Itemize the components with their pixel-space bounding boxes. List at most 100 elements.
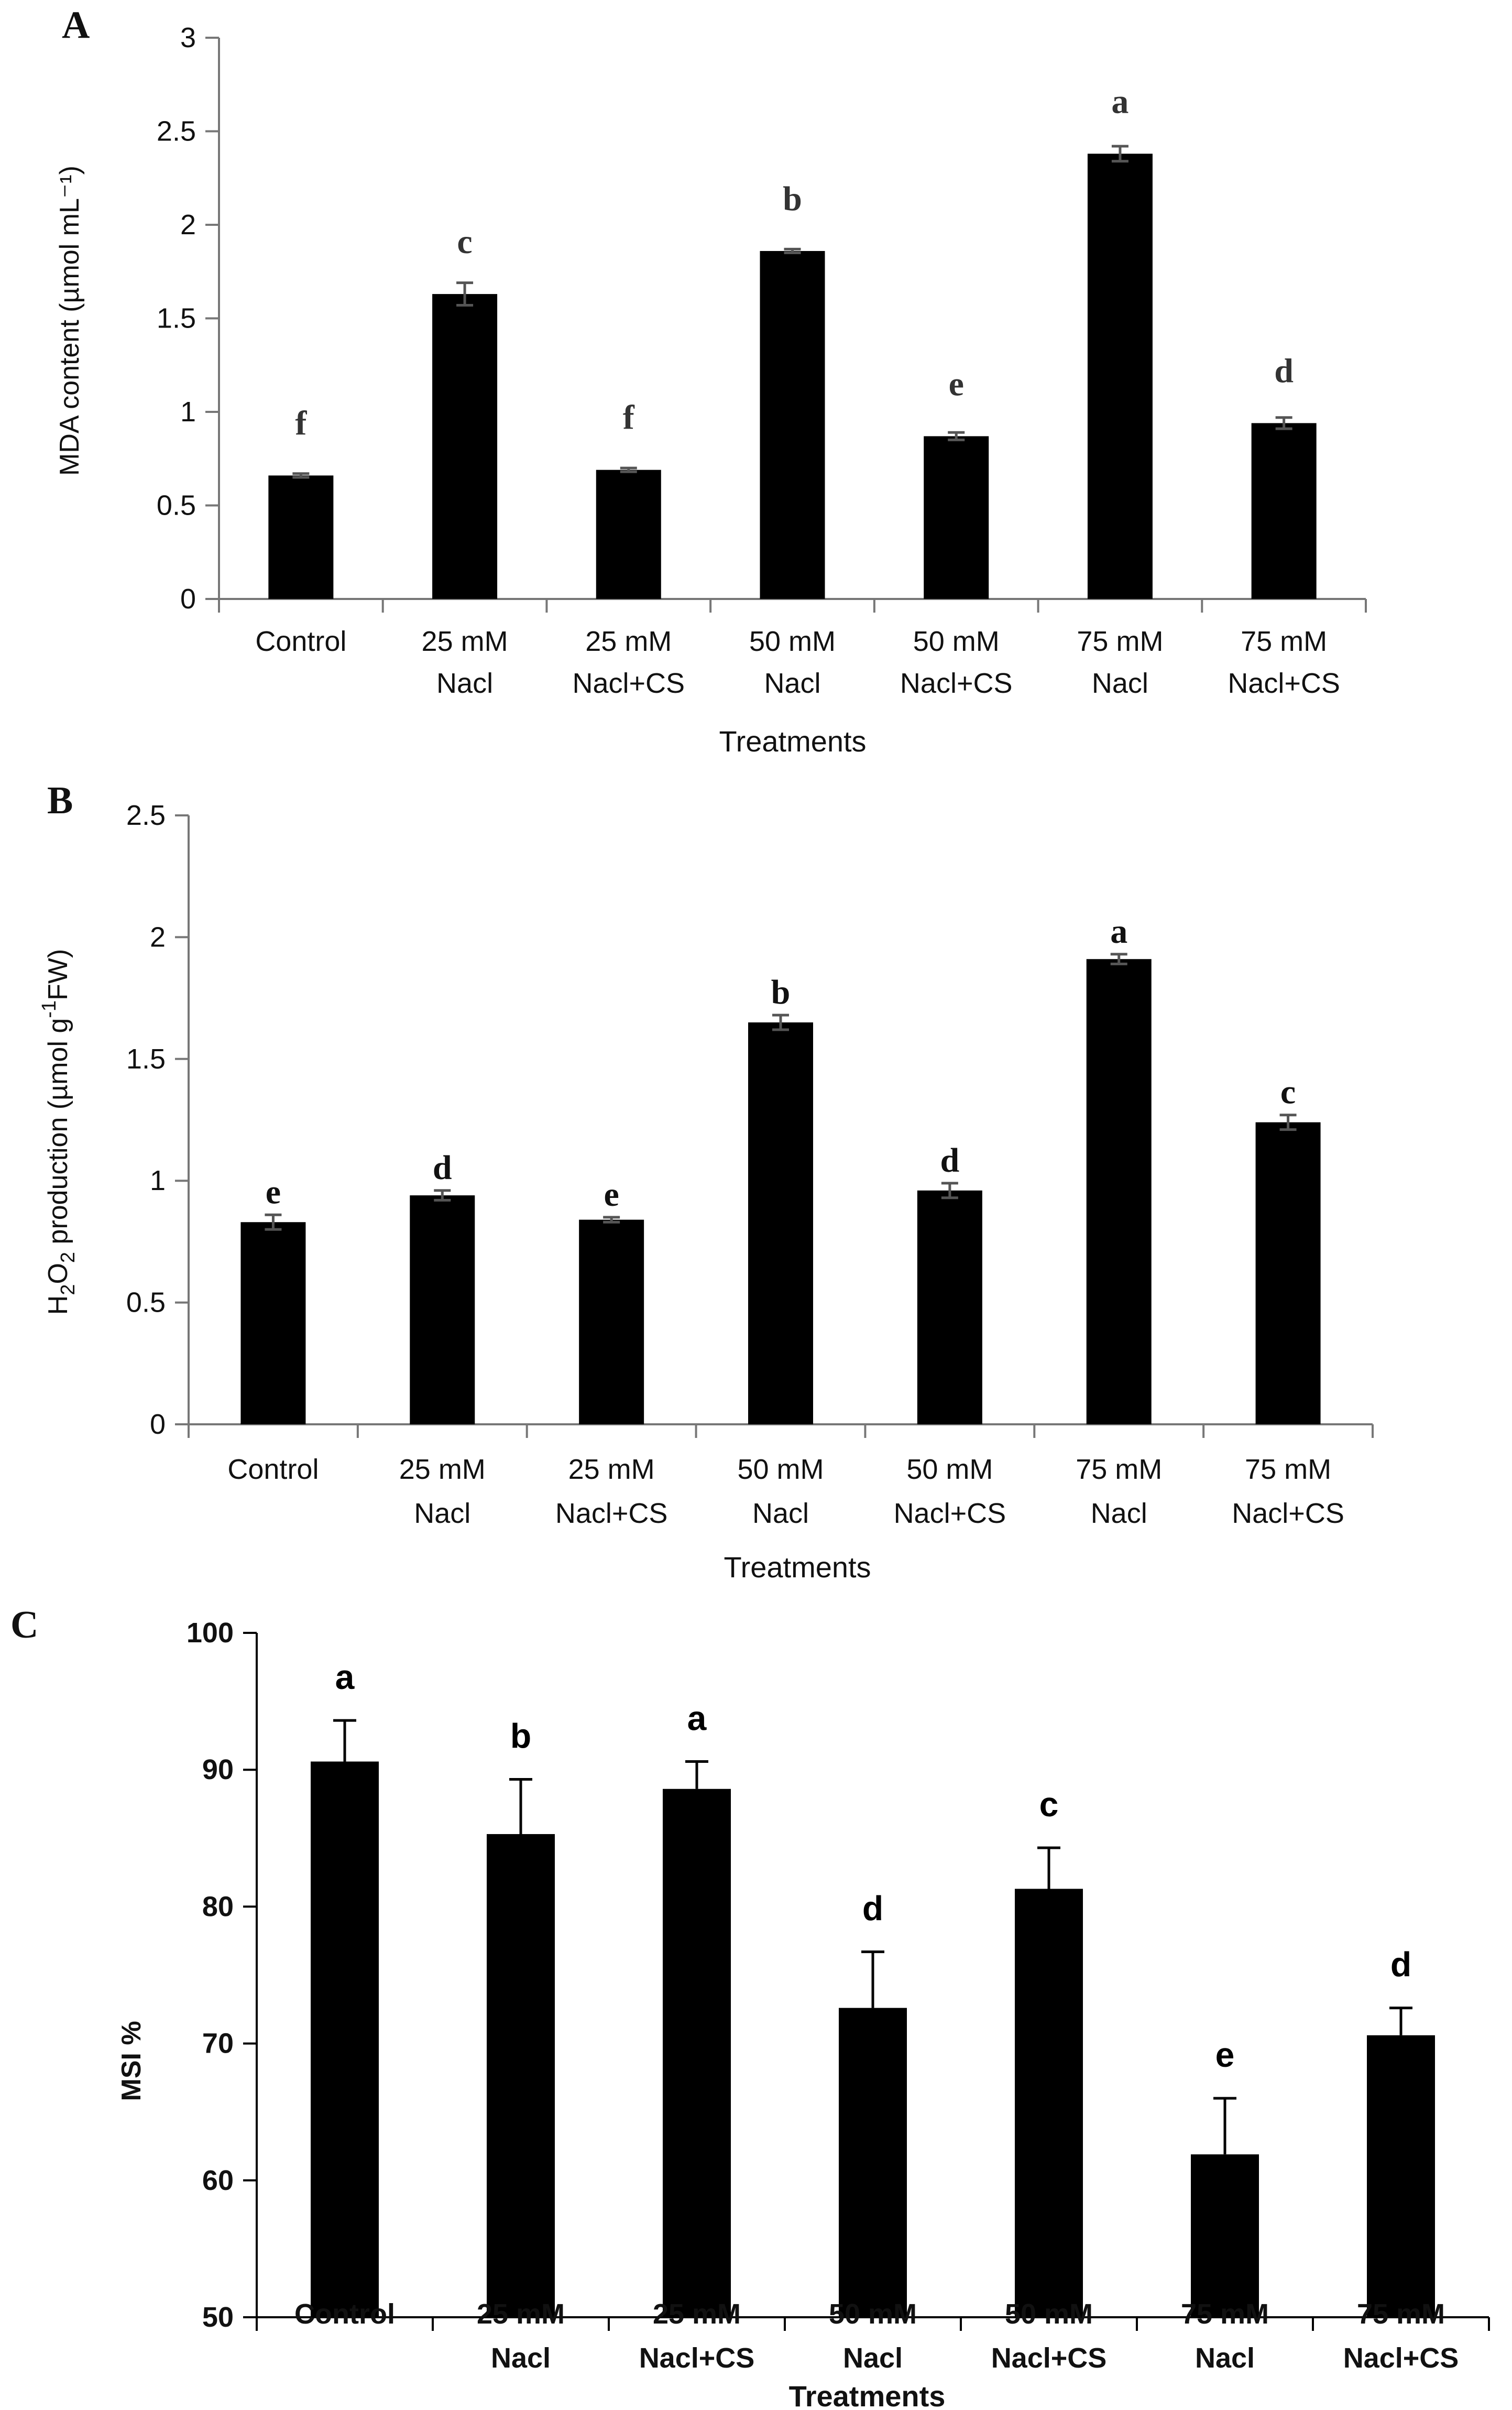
significance-letter: b <box>771 973 791 1011</box>
error-bar <box>434 1189 451 1202</box>
y-axis: 0 0.5 1 1.5 2 2.5 3 <box>157 22 220 615</box>
significance-letter: d <box>1390 1945 1411 1984</box>
significance-letter: d <box>433 1149 452 1187</box>
bar <box>663 1789 731 2317</box>
y-tick-label: 50 <box>202 2302 234 2333</box>
error-bar <box>265 1213 282 1231</box>
x-tick-labels: Control 25 mM Nacl 25 mM Nacl+CS 50 mM Nacl 50 … <box>255 626 1340 699</box>
x-tick-label: 25 mM Nacl <box>422 626 508 699</box>
bar <box>311 1761 379 2317</box>
y-tick-label: 2 <box>180 209 196 241</box>
bar <box>917 1190 982 1424</box>
bar <box>487 1834 555 2317</box>
error-bar <box>1279 1114 1297 1131</box>
significance-letter: f <box>623 399 635 437</box>
bar <box>1251 423 1317 599</box>
error-bar <box>772 1013 789 1031</box>
significance-letter: a <box>1111 82 1128 121</box>
bar <box>268 475 334 599</box>
error-bar <box>1111 145 1128 163</box>
x-tick-label: 75 mM Nacl <box>1076 1454 1162 1529</box>
x-axis-label: Treatments <box>789 2380 946 2410</box>
x-tick-label: 75 mM Nacl+CS <box>1343 2298 1459 2374</box>
bar <box>1255 1122 1321 1424</box>
y-tick-label: 1 <box>150 1165 166 1196</box>
bar <box>760 250 825 599</box>
y-axis-label: MDA content (µmol mL⁻¹) <box>54 166 85 476</box>
y-axis-label: H2O2 production (µmol g-1FW) <box>38 949 79 1315</box>
x-tick-labels: Control 25 mM Nacl 25 mM Nacl+CS 50 mM Nacl 50 … <box>227 1454 1344 1529</box>
x-tick-label: 50 mM Nacl+CS <box>900 626 1013 699</box>
error-bar <box>948 431 965 442</box>
x-tick-label: 50 mM Nacl+CS <box>894 1454 1006 1529</box>
error-bar <box>685 1760 708 1789</box>
error-bar <box>1275 416 1292 430</box>
panel-b-h2o2-chart: B H2O2 production (µmol g-1FW) 0 0.5 1 1.5 2… <box>38 779 1374 1584</box>
significance-letter: d <box>940 1141 959 1180</box>
y-tick-label: 0.5 <box>157 490 196 521</box>
bar <box>1367 2035 1435 2317</box>
x-tick-label: Control <box>294 2298 395 2330</box>
significance-letter: c <box>457 223 472 261</box>
bar <box>596 470 661 599</box>
x-axis <box>188 1423 1374 1438</box>
error-bar <box>603 1216 620 1224</box>
significance-letter: b <box>783 180 802 218</box>
y-tick-label: 0.5 <box>126 1287 166 1318</box>
significance-letter: a <box>335 1657 355 1696</box>
bar <box>924 436 989 599</box>
x-tick-label: 25 mM Nacl <box>477 2298 565 2374</box>
bar <box>1191 2154 1259 2317</box>
panel-label-b: B <box>47 779 73 822</box>
y-tick-label: 0 <box>150 1409 166 1440</box>
x-tick-label: 75 mM Nacl <box>1077 626 1163 699</box>
significance-letter: d <box>1274 352 1294 390</box>
significance-letter: a <box>1110 912 1127 951</box>
significance-letter: c <box>1280 1073 1296 1111</box>
significance-letter: e <box>604 1175 619 1214</box>
y-tick-label: 2.5 <box>126 800 166 831</box>
x-axis <box>218 598 1367 613</box>
y-tick-label: 70 <box>202 2028 234 2059</box>
panel-label-c: C <box>10 1604 38 1646</box>
error-bar <box>333 1719 356 1762</box>
error-bar <box>620 466 637 473</box>
y-tick-label: 3 <box>180 22 196 53</box>
x-tick-label: 75 mM Nacl+CS <box>1228 626 1340 699</box>
y-tick-label: 2.5 <box>157 116 196 147</box>
x-tick-label: 25 mM Nacl <box>399 1454 486 1529</box>
bars: a b a d c e d <box>311 1657 1435 2317</box>
bars: e d e b d a c <box>240 912 1321 1424</box>
x-tick-label: 25 mM Nacl+CS <box>555 1454 668 1529</box>
error-bar <box>456 281 474 307</box>
panel-label-a: A <box>62 4 90 47</box>
significance-letter: f <box>295 404 307 442</box>
bars: f c f b e a d <box>268 82 1317 599</box>
significance-letter: c <box>1039 1785 1059 1824</box>
significance-letter: a <box>687 1699 707 1738</box>
bar <box>1015 1889 1083 2317</box>
x-tick-label: 50 mM Nacl <box>829 2298 917 2374</box>
y-tick-label: 100 <box>187 1617 234 1649</box>
error-bar <box>1389 2006 1412 2035</box>
error-bar <box>509 1777 532 1834</box>
x-axis-label: Treatments <box>719 725 866 758</box>
significance-letter: e <box>266 1173 281 1211</box>
error-bar <box>1037 1846 1060 1889</box>
error-bar <box>941 1182 958 1199</box>
y-tick-label: 1.5 <box>157 303 196 334</box>
bar <box>579 1219 644 1424</box>
significance-letter: e <box>1215 2035 1235 2074</box>
error-bar <box>1110 953 1127 966</box>
y-tick-label: 1 <box>180 396 196 428</box>
error-bar <box>861 1950 884 2008</box>
x-tick-label: 25 mM Nacl+CS <box>639 2298 755 2374</box>
y-axis: 0 0.5 1 1.5 2 2.5 <box>126 800 190 1440</box>
y-axis-label: MSI % <box>116 2021 147 2101</box>
error-bar <box>292 472 310 479</box>
bar <box>240 1222 306 1424</box>
panel-a-mda-chart: A MDA content (µmol mL⁻¹) 00.511.522.53 … <box>54 4 1367 758</box>
x-tick-labels: Control 25 mM Nacl 25 mM Nacl+CS 50 mM Nacl 50 … <box>294 2298 1459 2374</box>
x-tick-label: Control <box>227 1454 319 1485</box>
significance-letter: b <box>510 1716 531 1755</box>
